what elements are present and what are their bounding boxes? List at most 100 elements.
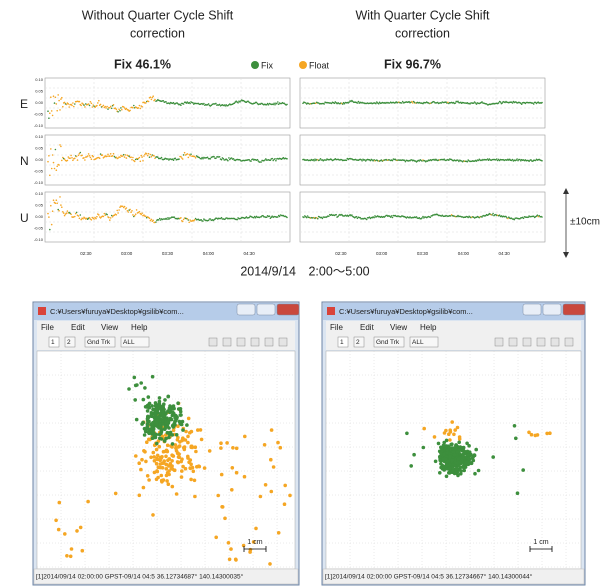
toolbar-control[interactable] [337, 336, 349, 348]
position-point [465, 441, 469, 446]
trace-point [181, 158, 184, 160]
menu-item[interactable]: View [390, 323, 407, 332]
position-point [177, 444, 182, 448]
trace-point [149, 153, 152, 156]
position-point [132, 375, 137, 380]
trace-point [110, 214, 113, 217]
position-point [229, 547, 233, 551]
toolbar-control[interactable] [64, 336, 76, 348]
trace-point [50, 110, 53, 112]
toolbar-icon[interactable] [508, 337, 518, 347]
position-point [153, 432, 158, 437]
position-point [162, 439, 167, 443]
menu-item[interactable]: File [330, 323, 343, 332]
trace-point [109, 217, 112, 219]
toolbar-icon[interactable] [564, 337, 574, 347]
trace-point [74, 215, 76, 218]
trace-point [80, 218, 82, 221]
trace-point [118, 209, 120, 211]
trace-point [99, 103, 102, 106]
window-button[interactable] [522, 303, 542, 316]
position-point [422, 426, 427, 431]
position-point [448, 438, 452, 442]
menu-item[interactable]: View [101, 323, 118, 332]
menu-bar [326, 321, 581, 334]
toolbar-control[interactable] [409, 336, 439, 348]
position-point [436, 441, 441, 446]
toolbar-control[interactable] [373, 336, 405, 348]
menu-item[interactable]: Help [420, 323, 437, 332]
position-point [176, 435, 180, 440]
position-point [146, 395, 151, 399]
window-button[interactable] [276, 303, 300, 316]
position-point [155, 469, 160, 474]
menu-item[interactable]: File [41, 323, 54, 332]
trace-point [497, 158, 500, 161]
trace-point [109, 153, 112, 155]
window-button[interactable] [256, 303, 276, 316]
time-label: 03:30 [162, 251, 174, 256]
trace-point [168, 218, 170, 220]
toolbar-label: ALL [412, 339, 424, 346]
trace-point [74, 103, 76, 105]
trace-point [169, 102, 171, 105]
trace-point [507, 217, 509, 220]
toolbar-control[interactable] [84, 336, 116, 348]
trace-point [190, 153, 192, 155]
trace-point [418, 160, 421, 162]
toolbar-icon[interactable] [250, 337, 260, 347]
trace-point [57, 208, 59, 211]
trace-point [492, 212, 494, 215]
position-point [447, 471, 452, 475]
toolbar-icon[interactable] [550, 337, 560, 347]
toolbar-icon[interactable] [494, 337, 504, 347]
window-button[interactable] [562, 303, 586, 316]
trace-point [361, 160, 363, 162]
trace-point [159, 219, 162, 221]
window-button[interactable] [542, 303, 562, 316]
trace-point [343, 102, 346, 105]
toolbar-icon[interactable] [536, 337, 546, 347]
trace-point [81, 154, 83, 157]
position-point [159, 429, 164, 434]
trace-point [50, 96, 52, 98]
toolbar-icon[interactable] [222, 337, 232, 347]
menu-item[interactable]: Help [131, 323, 148, 332]
toolbar-icon[interactable] [236, 337, 246, 347]
menu-item[interactable]: Edit [71, 323, 86, 332]
position-point [145, 474, 150, 478]
position-point [164, 462, 169, 467]
trace-point [173, 216, 176, 218]
trace-point [112, 152, 115, 155]
menu-item[interactable]: Edit [360, 323, 375, 332]
trace-point [68, 106, 70, 108]
trace-point [130, 156, 132, 158]
trace-point [122, 153, 125, 156]
toolbar-control[interactable] [120, 336, 150, 348]
position-point [198, 428, 203, 432]
position-point [165, 443, 170, 448]
position-point [170, 484, 175, 489]
trace-point [96, 104, 98, 107]
toolbar-icon[interactable] [522, 337, 532, 347]
trace-point [115, 214, 118, 216]
trace-point [63, 158, 66, 160]
trace-point [501, 102, 504, 104]
toolbar-control[interactable] [353, 336, 365, 348]
position-point [448, 466, 453, 471]
trace-point [123, 107, 126, 109]
trace-point [475, 160, 478, 162]
trace-point [341, 103, 344, 105]
toolbar-icon[interactable] [264, 337, 274, 347]
trace-point [52, 95, 55, 97]
window-button[interactable] [236, 303, 256, 316]
position-point [454, 443, 459, 447]
toolbar-icon[interactable] [278, 337, 288, 347]
trace-point [189, 154, 191, 157]
trace-point [496, 159, 499, 162]
toolbar-icon[interactable] [208, 337, 218, 347]
trace-point [447, 101, 449, 104]
toolbar-control[interactable] [48, 336, 60, 348]
trace-point [202, 157, 204, 160]
legend-dot [299, 61, 307, 69]
